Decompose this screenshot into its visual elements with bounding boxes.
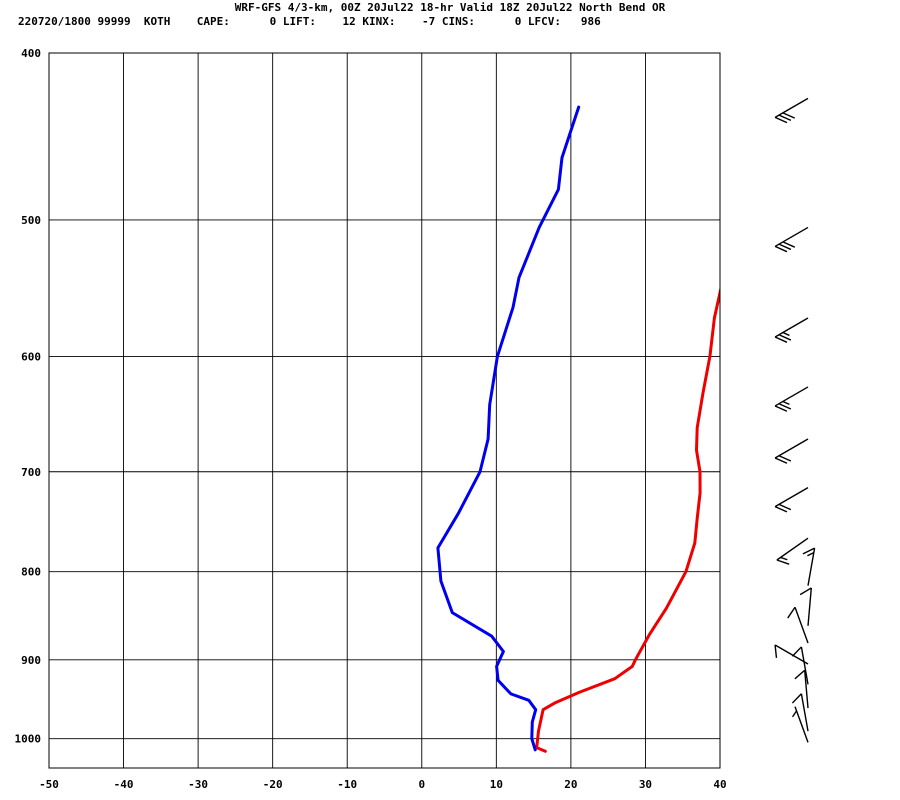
wind-barb-staff <box>800 693 809 732</box>
temperature-tick-label: -10 <box>337 778 357 791</box>
pressure-tick-label: 900 <box>21 654 41 667</box>
wind-barb-staff <box>774 97 809 118</box>
wind-barb-feather <box>776 559 790 565</box>
pressure-tick-label: 800 <box>21 566 41 579</box>
wind-barb <box>791 706 809 743</box>
wind-barb-feather <box>787 606 796 619</box>
wind-barb <box>791 693 809 732</box>
isobar-isotherm-grid <box>49 52 720 768</box>
wind-barb-feather <box>778 243 792 251</box>
temperature-line <box>535 285 720 753</box>
wind-barb <box>774 97 809 124</box>
temperature-tick-label: 30 <box>639 778 652 791</box>
wind-barb-feather <box>799 587 812 596</box>
wind-barb-feather <box>778 455 792 462</box>
wind-barb-staff <box>774 317 809 338</box>
wind-barb-feather <box>791 693 802 704</box>
wind-barb-feather <box>774 245 788 253</box>
wind-barb-feather <box>778 403 792 410</box>
temperature-tick-label: -20 <box>263 778 283 791</box>
wind-barb-staff <box>794 706 809 743</box>
temperature-tick-label: 20 <box>564 778 577 791</box>
wind-barb-feather <box>774 336 788 343</box>
wind-barb-feather <box>778 503 792 511</box>
wind-barb <box>774 487 809 513</box>
wind-barb <box>799 587 813 626</box>
temperature-tick-label: 10 <box>490 778 503 791</box>
wind-barb-feather <box>774 457 788 464</box>
wind-barb-half-feather <box>791 710 798 718</box>
wind-barb-feather <box>791 646 802 657</box>
plot-frame <box>48 52 721 769</box>
temperature-tick-label: -40 <box>114 778 134 791</box>
wind-barb <box>774 317 809 343</box>
wind-barb <box>774 226 809 253</box>
wind-barb-staff <box>774 487 809 508</box>
wind-barb <box>774 438 809 464</box>
wind-barbs <box>774 97 816 743</box>
wind-barb <box>776 537 809 565</box>
wind-barb-feather <box>802 547 815 555</box>
wind-barb <box>794 669 809 709</box>
wind-barb-feather <box>794 669 806 680</box>
wind-barb-half-feather <box>807 551 815 557</box>
wind-barb-half-feather <box>782 331 790 337</box>
wind-barb-staff <box>776 537 809 561</box>
temperature-axis: -50 -40 -30 -20 -10 0 10 20 30 40 <box>39 778 727 791</box>
wind-barb <box>787 606 809 644</box>
wind-barb-feather <box>778 334 792 341</box>
wind-barb-staff <box>774 386 809 407</box>
wind-barb-staff <box>774 644 809 665</box>
wind-barb-staff <box>774 438 809 459</box>
pressure-tick-label: 400 <box>21 47 41 60</box>
pressure-tick-label: 600 <box>21 350 41 363</box>
temperature-tick-label: 40 <box>713 778 726 791</box>
wind-barb-feather <box>782 112 796 119</box>
wind-barb-feather <box>774 644 778 658</box>
wind-barb-feather <box>774 505 788 513</box>
wind-barb-feather <box>778 114 792 122</box>
wind-barb <box>791 646 809 685</box>
wind-barb-staff <box>800 646 809 685</box>
wind-barb <box>774 644 809 665</box>
temperature-tick-label: 0 <box>418 778 425 791</box>
wind-barb-half-feather <box>780 556 788 561</box>
pressure-tick-label: 500 <box>21 214 41 227</box>
temperature-tick-label: -50 <box>39 778 59 791</box>
wind-barb-staff <box>774 226 809 248</box>
wind-barb-half-feather <box>782 400 790 405</box>
wind-barb-staff <box>807 587 813 626</box>
wind-barb-staff <box>807 548 816 586</box>
wind-barb <box>774 386 809 412</box>
temperature-tick-label: -30 <box>188 778 208 791</box>
wind-barb-staff <box>794 607 809 644</box>
header-title: WRF-GFS 4/3-km, 00Z 20Jul22 18-hr Valid … <box>235 1 666 14</box>
header-indices: 220720/1800 99999 KOTH CAPE: 0 LIFT: 12 … <box>18 15 601 28</box>
pressure-tick-label: 700 <box>21 466 41 479</box>
pressure-tick-label: 1000 <box>15 733 42 746</box>
wind-barb-feather <box>782 241 796 248</box>
wind-barb-feather <box>774 116 788 124</box>
sounding-profiles <box>436 105 720 753</box>
dewpoint-line <box>436 105 581 752</box>
pressure-axis: 400 500 600 700 800 900 1000 <box>15 47 42 746</box>
wind-barb-feather <box>774 405 788 412</box>
wind-barb <box>802 547 816 586</box>
wind-barb-staff <box>803 670 809 709</box>
